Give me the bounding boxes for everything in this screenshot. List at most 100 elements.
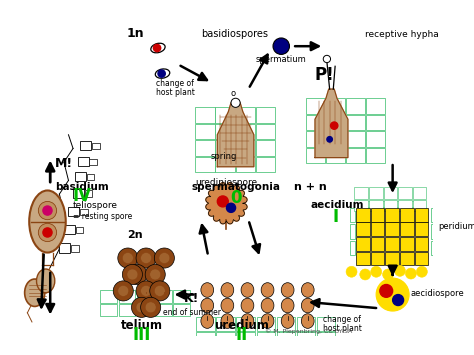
Bar (59, 244, 70, 252)
Text: end of summer: end of summer (163, 308, 221, 317)
Bar (413, 200, 427, 212)
Bar (350, 208, 355, 223)
Ellipse shape (221, 298, 234, 313)
Ellipse shape (36, 269, 55, 293)
Bar (350, 241, 355, 255)
Bar (400, 223, 414, 236)
Bar (366, 148, 385, 163)
Ellipse shape (151, 43, 165, 53)
Text: basidiospores: basidiospores (201, 29, 268, 39)
Bar (216, 140, 235, 156)
Text: 1n: 1n (127, 27, 144, 40)
Bar (68, 207, 80, 216)
Bar (346, 98, 365, 114)
Ellipse shape (221, 283, 234, 297)
Bar (217, 332, 235, 346)
Circle shape (217, 196, 228, 207)
Bar (431, 208, 437, 223)
Bar (236, 140, 255, 156)
Ellipse shape (221, 314, 234, 328)
Text: host plant: host plant (323, 324, 362, 333)
Bar (317, 332, 335, 346)
Bar (100, 304, 117, 316)
Text: = resting spore: = resting spore (73, 212, 132, 221)
Circle shape (392, 295, 403, 306)
Circle shape (376, 278, 409, 311)
Circle shape (127, 264, 147, 284)
Text: II: II (236, 326, 248, 344)
Bar (64, 225, 75, 234)
Text: urediniospore: urediniospore (195, 178, 257, 187)
Bar (255, 107, 275, 123)
Text: 2n: 2n (128, 230, 143, 240)
Bar (306, 115, 325, 130)
Ellipse shape (281, 314, 294, 328)
Bar (366, 98, 385, 114)
Bar (256, 317, 275, 331)
Bar (350, 224, 355, 239)
Circle shape (150, 281, 170, 301)
Bar (415, 223, 428, 236)
Bar (216, 107, 235, 123)
Circle shape (158, 70, 165, 77)
Bar (195, 140, 215, 156)
Circle shape (131, 297, 152, 317)
Bar (398, 187, 412, 199)
Circle shape (136, 302, 147, 313)
Text: aecidiospore: aecidiospore (411, 289, 465, 299)
Bar (413, 187, 427, 199)
Circle shape (371, 266, 382, 277)
Bar (277, 317, 295, 331)
Text: © M. Piepenbring, CC BY-SA: © M. Piepenbring, CC BY-SA (265, 328, 352, 334)
Bar (415, 208, 428, 222)
Bar (356, 237, 370, 251)
Bar (366, 115, 385, 130)
Text: 0: 0 (230, 189, 241, 207)
Bar (195, 124, 215, 139)
Circle shape (141, 297, 161, 317)
Bar (196, 332, 215, 346)
Bar (346, 131, 365, 147)
Ellipse shape (201, 298, 214, 313)
Polygon shape (206, 182, 247, 224)
Circle shape (136, 281, 156, 301)
Text: change of: change of (323, 315, 361, 324)
Bar (306, 131, 325, 147)
Circle shape (118, 248, 138, 268)
Circle shape (394, 265, 405, 276)
Circle shape (154, 44, 161, 52)
Bar (236, 124, 255, 139)
Circle shape (145, 302, 156, 313)
Bar (385, 252, 399, 265)
Bar (237, 317, 255, 331)
Bar (81, 141, 91, 150)
Bar (400, 237, 414, 251)
Bar (118, 290, 135, 303)
Bar (236, 157, 255, 172)
Circle shape (323, 55, 330, 62)
Text: M!: M! (55, 157, 73, 170)
Bar (317, 317, 335, 331)
Bar (76, 227, 83, 233)
Bar (236, 107, 255, 123)
Bar (87, 174, 94, 180)
Ellipse shape (25, 279, 45, 306)
Bar (376, 201, 394, 207)
Bar (415, 252, 428, 265)
Circle shape (113, 281, 133, 301)
Text: aecidium: aecidium (310, 200, 364, 210)
Circle shape (155, 285, 165, 296)
Text: change of: change of (156, 80, 194, 88)
Text: IV: IV (73, 187, 91, 206)
Circle shape (43, 206, 52, 215)
Bar (173, 290, 190, 303)
Bar (356, 223, 370, 236)
Text: basidium: basidium (55, 181, 109, 192)
Bar (346, 115, 365, 130)
Bar (383, 187, 397, 199)
Bar (431, 241, 437, 255)
Bar (369, 187, 383, 199)
Circle shape (150, 269, 161, 280)
Text: III: III (132, 326, 151, 344)
Bar (216, 157, 235, 172)
